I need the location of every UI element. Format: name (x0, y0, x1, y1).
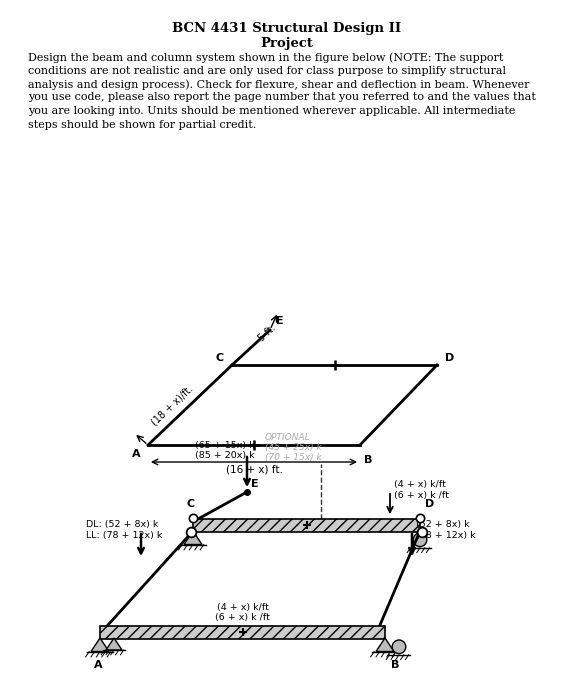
Text: E: E (276, 316, 283, 326)
Text: B: B (391, 660, 399, 670)
Text: (65 + 15x) k: (65 + 15x) k (195, 441, 255, 450)
Text: (6 + x) k /ft: (6 + x) k /ft (215, 613, 270, 622)
Text: D: D (426, 499, 435, 509)
Text: D: D (445, 353, 454, 363)
Text: (6 + x) k /ft: (6 + x) k /ft (394, 491, 449, 500)
Text: DL: (52 + 8x) k: DL: (52 + 8x) k (86, 520, 158, 529)
Text: OPTIONAL: OPTIONAL (265, 433, 310, 442)
Circle shape (392, 640, 406, 654)
Text: A: A (94, 660, 102, 670)
Text: analysis and design process). Check for flexure, shear and deflection in beam. W: analysis and design process). Check for … (28, 79, 530, 90)
Text: (70 + 15x) k: (70 + 15x) k (265, 453, 322, 462)
Text: C: C (187, 499, 195, 509)
Text: B: B (364, 455, 373, 465)
Text: steps should be shown for partial credit.: steps should be shown for partial credit… (28, 120, 256, 130)
Text: (16 + x) ft.: (16 + x) ft. (225, 465, 282, 475)
Text: (52 + 8x) k: (52 + 8x) k (416, 520, 470, 529)
Text: you are looking into. Units should be mentioned wherever applicable. All interme: you are looking into. Units should be me… (28, 106, 515, 116)
Polygon shape (184, 531, 202, 545)
Text: BCN 4431 Structural Design II: BCN 4431 Structural Design II (172, 22, 401, 35)
Text: Project: Project (260, 37, 313, 50)
Polygon shape (106, 638, 122, 650)
Text: A: A (132, 449, 140, 459)
Text: conditions are not realistic and are only used for class purpose to simplify str: conditions are not realistic and are onl… (28, 66, 506, 76)
Text: E: E (251, 479, 259, 489)
Text: (18 + x)/ft.: (18 + x)/ft. (150, 383, 195, 427)
Text: C: C (216, 353, 224, 363)
Text: (45 + 25x) k: (45 + 25x) k (265, 443, 322, 452)
Polygon shape (376, 638, 394, 652)
Text: (4 + x) k/ft: (4 + x) k/ft (217, 603, 269, 612)
Text: Design the beam and column system shown in the figure below (NOTE: The support: Design the beam and column system shown … (28, 52, 503, 62)
Text: you use code, please also report the page number that you referred to and the va: you use code, please also report the pag… (28, 92, 536, 102)
Polygon shape (91, 638, 109, 652)
FancyBboxPatch shape (193, 519, 420, 531)
FancyBboxPatch shape (100, 626, 385, 638)
Circle shape (413, 533, 427, 547)
Text: 5 ft.: 5 ft. (257, 323, 278, 344)
Text: LL: (78 + 12x) k: LL: (78 + 12x) k (86, 531, 162, 540)
Text: (78 + 12x) k: (78 + 12x) k (416, 531, 476, 540)
Text: (85 + 20x) k: (85 + 20x) k (195, 451, 255, 460)
Text: (4 + x) k/ft: (4 + x) k/ft (394, 480, 446, 489)
